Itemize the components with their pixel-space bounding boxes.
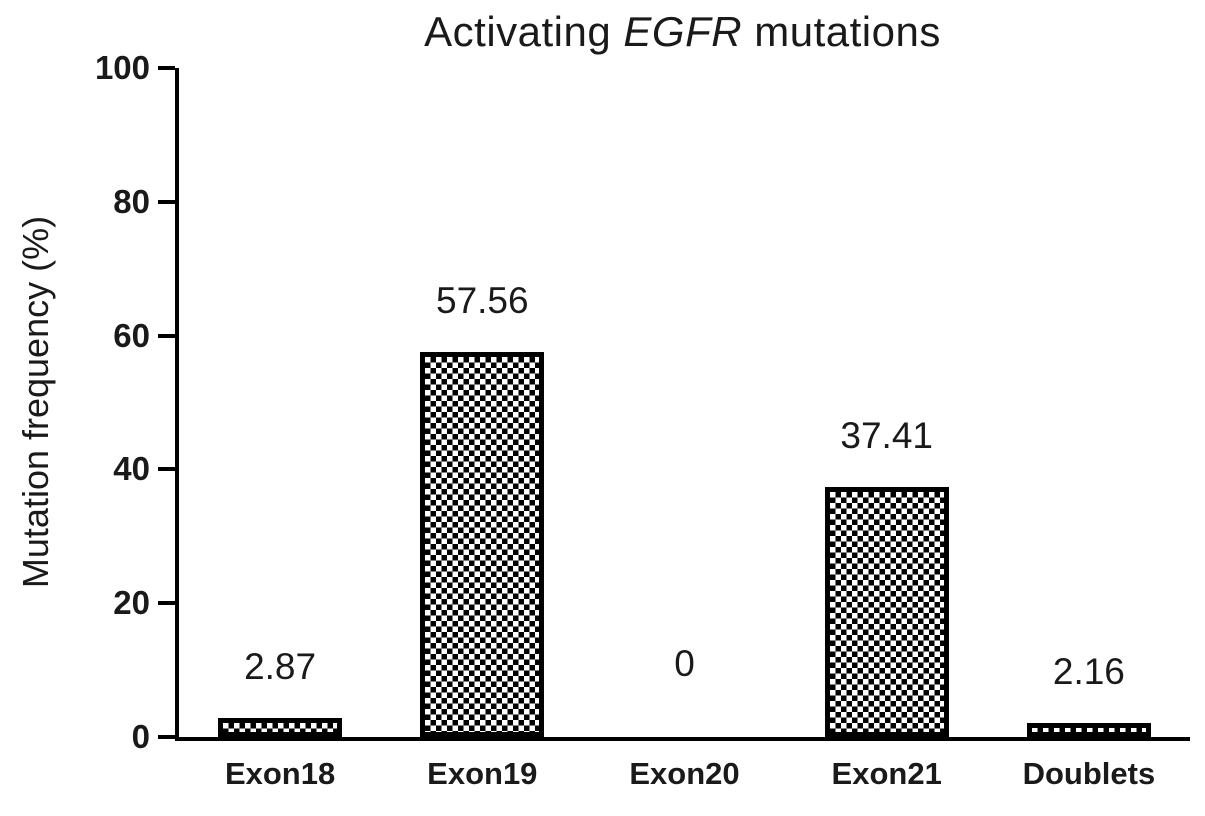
y-tick-label: 40 [113, 450, 150, 488]
x-category-label: Exon18 [224, 756, 336, 791]
bar-value-label: 2.16 [1052, 651, 1125, 692]
chart-title-suffix: mutations [754, 8, 941, 55]
y-tick-label: 0 [131, 718, 150, 755]
y-tick-mark [158, 199, 175, 204]
chart-title-prefix: Activating [424, 8, 612, 55]
bar [1026, 723, 1151, 737]
bar [420, 352, 545, 737]
bar-value-label: 37.41 [840, 415, 933, 456]
x-category-label: Doublets [1022, 756, 1156, 791]
y-tick-label: 60 [113, 316, 150, 354]
bar [824, 487, 949, 737]
x-category-label: Exon19 [427, 756, 538, 791]
y-tick-mark [158, 601, 175, 606]
y-tick-label: 80 [113, 182, 150, 220]
y-tick-mark [158, 66, 175, 70]
y-tick-mark [158, 735, 175, 739]
y-axis-title: Mutation frequency (%) [15, 215, 56, 589]
y-tick-mark [158, 333, 175, 338]
bar-value-label: 57.56 [436, 280, 529, 321]
y-tick-label: 20 [113, 584, 150, 622]
bar-value-label: 0 [674, 643, 695, 684]
y-tick-label: 100 [94, 49, 150, 86]
plot-area: 2.87 57.56 0 37.41 2.16 [175, 68, 1190, 741]
x-category-label: Exon21 [831, 756, 942, 791]
x-category-label: Exon20 [629, 756, 740, 791]
y-tick-mark [158, 467, 175, 472]
bar-value-label: 2.87 [244, 646, 317, 687]
chart-title: Activating EGFR mutations [175, 8, 1190, 56]
chart-title-gene-name: EGFR [623, 8, 743, 55]
bar [218, 718, 343, 737]
